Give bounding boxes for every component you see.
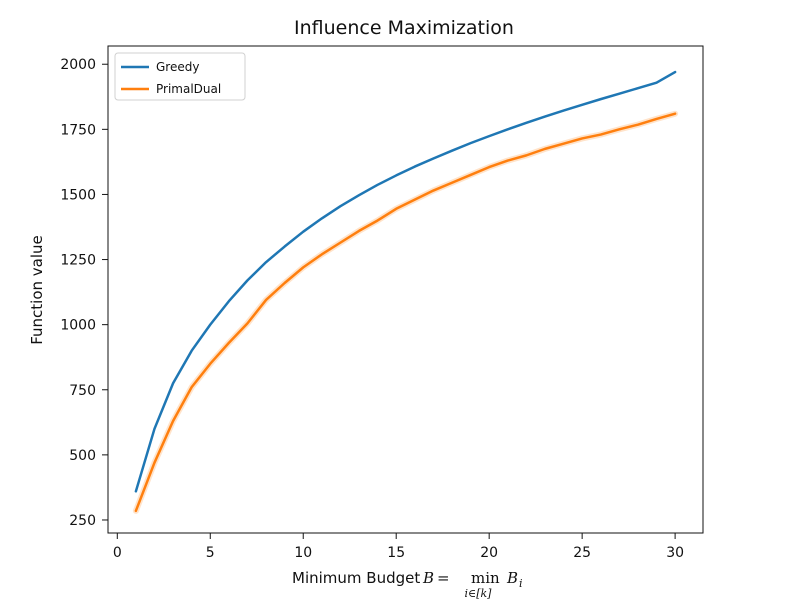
x-tick-label-3: 15 xyxy=(387,545,405,561)
axis-layer: 0 5 10 15 20 25 30 250 500 750 1000 1250 1500 1750 200… xyxy=(60,57,684,561)
legend-greedy-label: Greedy xyxy=(156,60,199,74)
x-axis-label-term: B xyxy=(506,569,518,587)
series-primaldual-band xyxy=(132,110,679,514)
y-axis-label: Function value xyxy=(28,235,46,345)
y-tick-label-1: 500 xyxy=(69,448,96,464)
x-tick-label-2: 10 xyxy=(294,545,312,561)
x-axis-label-equals: = xyxy=(437,569,450,587)
x-tick-label-4: 20 xyxy=(480,545,498,561)
x-tick-label-1: 5 xyxy=(206,545,215,561)
x-axis-label-subscript: i∈[k] xyxy=(465,587,493,600)
x-tick-label-0: 0 xyxy=(113,545,122,561)
legend: Greedy PrimalDual xyxy=(114,52,246,101)
x-axis-label-operator: min xyxy=(471,569,500,587)
x-tick-label-6: 30 xyxy=(666,545,684,561)
series-greedy-line xyxy=(134,70,677,493)
x-axis-label-prefix: Minimum Budget xyxy=(292,569,420,587)
y-tick-label-2: 750 xyxy=(69,383,96,399)
plot-frame xyxy=(107,45,704,534)
series-layer xyxy=(132,70,679,514)
x-tick-label-5: 25 xyxy=(573,545,591,561)
x-axis-label-term-subscript: i xyxy=(519,577,523,590)
y-tick-label-6: 1750 xyxy=(60,122,96,138)
y-tick-label-7: 2000 xyxy=(60,57,96,73)
chart-title: Influence Maximization xyxy=(294,17,514,39)
y-tick-label-5: 1500 xyxy=(60,187,96,203)
y-tick-label-3: 1000 xyxy=(60,318,96,334)
y-tick-label-0: 250 xyxy=(69,513,96,529)
x-axis-label-variable: B xyxy=(422,569,434,587)
series-primaldual-line xyxy=(134,112,677,513)
legend-primaldual-label: PrimalDual xyxy=(156,82,221,96)
y-tick-label-4: 1250 xyxy=(60,253,96,269)
